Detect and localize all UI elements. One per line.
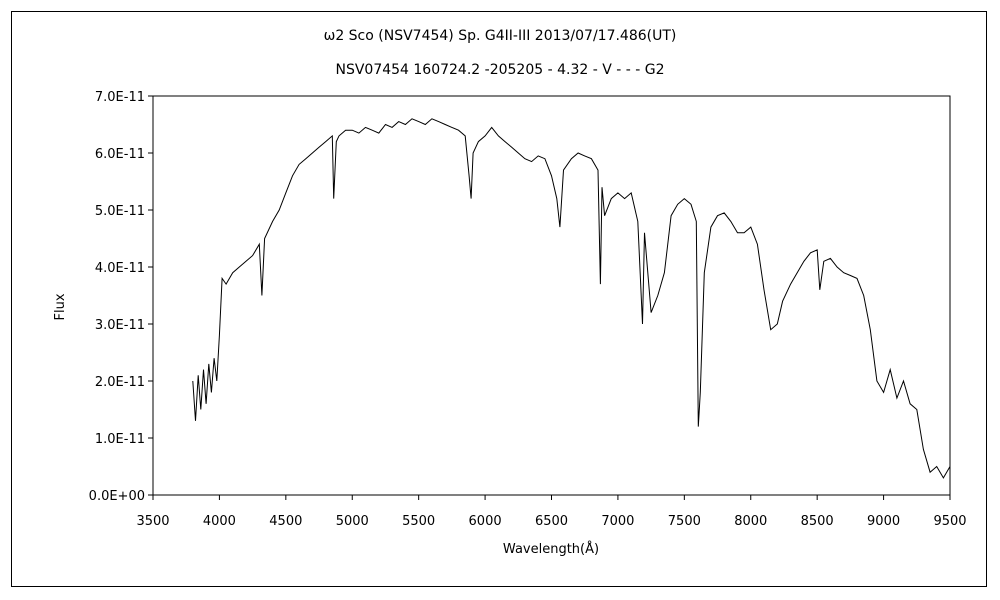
- x-tick-label: 9000: [867, 514, 900, 529]
- chart-title: ω2 Sco (NSV7454) Sp. G4II-III 2013/07/17…: [324, 28, 677, 44]
- plot-area: [152, 95, 951, 496]
- x-tick-label: 7000: [601, 514, 634, 529]
- spectrum-series-line: [192, 118, 951, 479]
- y-tick-label: 3.0E-11: [95, 318, 145, 333]
- y-axis-label: Flux: [53, 293, 68, 320]
- x-tick-label: 8000: [734, 514, 767, 529]
- y-tick-label: 6.0E-11: [95, 147, 145, 162]
- y-axis-ticks: 0.0E+00 1.0E-11 2.0E-11 3.0E-11 4.0E-11 5.0E-…: [89, 90, 153, 504]
- y-tick-label: 1.0E-11: [95, 432, 145, 447]
- chart-subtitle: NSV07454 160724.2 -205205 - 4.32 - V - -…: [335, 62, 664, 78]
- x-tick-label: 5000: [336, 514, 369, 529]
- x-tick-label: 6000: [469, 514, 502, 529]
- y-tick-label: 0.0E+00: [89, 489, 145, 504]
- y-tick-label: 7.0E-11: [95, 90, 145, 105]
- x-tick-label: 7500: [668, 514, 701, 529]
- x-axis-ticks: 3500 4000 4500 5000 5500 6000 6500 7000 7500 8000…: [136, 495, 967, 529]
- y-tick-label: 2.0E-11: [95, 375, 145, 390]
- x-tick-label: 3500: [136, 514, 169, 529]
- y-tick-label: 5.0E-11: [95, 204, 145, 219]
- chart-frame: [11, 11, 987, 587]
- x-tick-label: 6500: [535, 514, 568, 529]
- x-tick-label: 9500: [933, 514, 966, 529]
- x-tick-label: 4000: [203, 514, 236, 529]
- x-tick-label: 5500: [402, 514, 435, 529]
- x-tick-label: 4500: [269, 514, 302, 529]
- x-axis-label: Wavelength(Å): [503, 541, 599, 557]
- y-tick-label: 4.0E-11: [95, 261, 145, 276]
- x-tick-label: 8500: [801, 514, 834, 529]
